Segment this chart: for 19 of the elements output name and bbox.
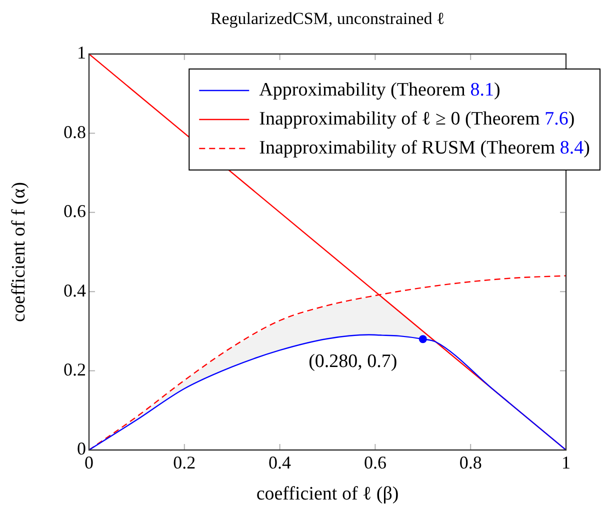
line-series [89,334,566,450]
y-tick-label: 1 [77,42,86,63]
y-tick-label: 0 [77,438,86,459]
y-axis-title: coefficient of f (α) [8,182,30,322]
x-tick-label: 0.2 [173,452,196,473]
x-tick-label: 0.4 [268,452,292,473]
x-tick-label: 0.6 [364,452,386,473]
legend-label: Approximability (Theorem 8.1) [259,79,500,100]
x-tick-label: 1 [562,452,570,473]
legend-label: Inapproximability of ℓ ≥ 0 (Theorem 7.6) [259,108,575,130]
legend-label: Inapproximability of RUSM (Theorem 8.4) [259,137,590,158]
y-tick-label: 0.6 [64,201,86,222]
annotation: (0.280, 0.7) [308,351,398,372]
chart-title: RegularizedCSM, unconstrained ℓ [210,9,445,28]
y-tick-label: 0.4 [64,280,86,300]
x-tick-label: 0.8 [459,452,482,473]
y-tick-label: 0.2 [64,360,86,380]
x-axis-title: coefficient of ℓ (β) [256,484,399,505]
y-tick-label: 0.8 [64,122,86,142]
